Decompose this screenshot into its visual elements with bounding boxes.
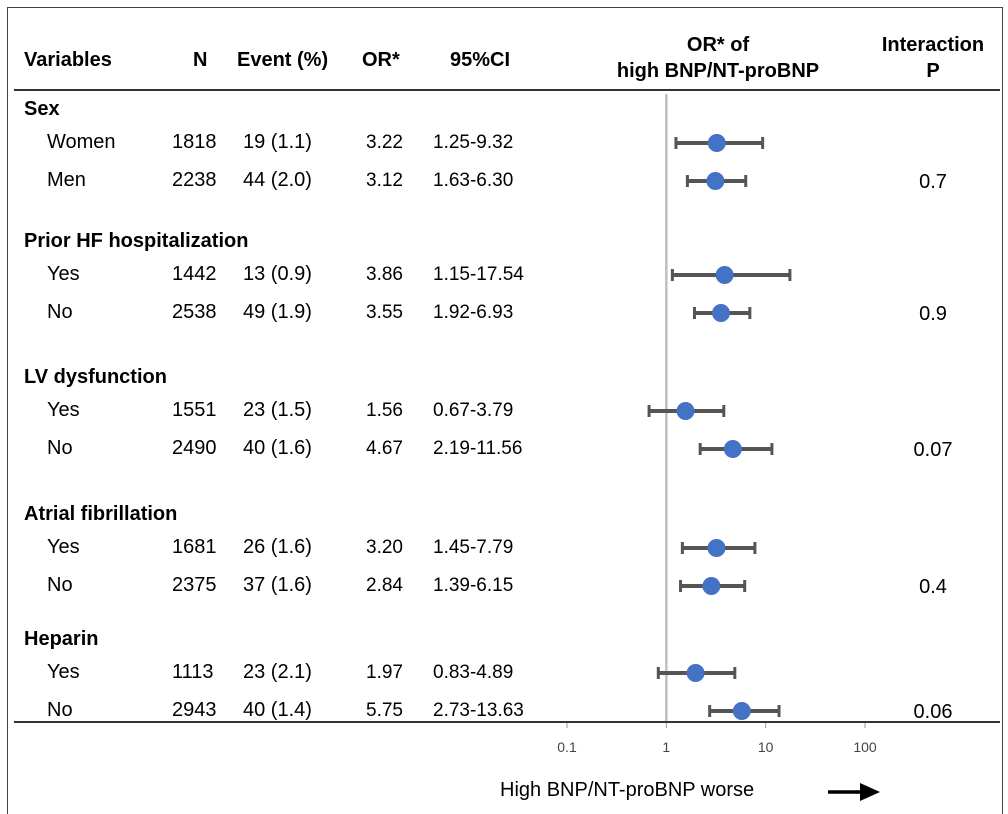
or-point [711, 304, 730, 322]
group-label: Atrial fibrillation [24, 503, 178, 525]
or-point [706, 172, 725, 190]
header-event: Event (%) [237, 49, 329, 71]
header-variables: Variables [24, 49, 112, 71]
group-label: Prior HF hospitalization [24, 230, 249, 252]
row-n: 1442 [172, 263, 217, 285]
header-interaction-line2: P [926, 60, 940, 82]
row-or: 3.86 [366, 264, 403, 285]
row-n: 1818 [172, 131, 217, 153]
row-n: 1113 [172, 661, 214, 683]
row-ci: 1.45-7.79 [433, 537, 514, 558]
row-n: 2375 [172, 574, 217, 596]
bottom-rule [14, 721, 1000, 723]
row-event: 44 (2.0) [243, 169, 312, 191]
row-name: No [47, 699, 73, 721]
row-n: 2490 [172, 437, 217, 459]
interaction-p: 0.4 [919, 576, 947, 598]
row-or: 3.22 [366, 132, 403, 153]
row-n: 2238 [172, 169, 217, 191]
or-point [676, 402, 695, 420]
x-tick-label: 1 [662, 739, 670, 755]
row-ci: 1.92-6.93 [433, 302, 514, 323]
x-tick-label: 0.1 [557, 739, 577, 755]
row-ci: 0.67-3.79 [433, 400, 514, 421]
group-label: LV dysfunction [24, 366, 167, 388]
or-point [715, 266, 734, 284]
or-point [707, 539, 726, 557]
or-point [732, 702, 751, 720]
interaction-p: 0.06 [913, 701, 953, 723]
header-plot-line1: OR* of [686, 34, 750, 56]
row-event: 40 (1.6) [243, 437, 312, 459]
row-ci: 2.73-13.63 [433, 700, 524, 721]
or-point [707, 134, 726, 152]
row-n: 2538 [172, 301, 217, 323]
group-label: Heparin [24, 628, 99, 650]
row-name: Men [47, 169, 86, 191]
row-ci: 0.83-4.89 [433, 662, 514, 683]
header-rule [14, 89, 1000, 91]
header-ci: 95%CI [450, 49, 511, 71]
row-n: 1551 [172, 399, 217, 421]
row-or: 2.84 [366, 575, 403, 596]
arrow-right-icon [828, 783, 880, 801]
row-or: 3.12 [366, 170, 403, 191]
row-ci: 1.39-6.15 [433, 575, 514, 596]
row-name: Women [47, 131, 116, 153]
header-or: OR* [362, 49, 400, 71]
row-event: 26 (1.6) [243, 536, 312, 558]
row-name: No [47, 574, 73, 596]
row-ci: 1.63-6.30 [433, 170, 514, 191]
or-point [686, 664, 705, 682]
row-or: 3.20 [366, 537, 403, 558]
row-ci: 2.19-11.56 [433, 438, 523, 459]
interaction-p: 0.07 [913, 439, 953, 461]
row-or: 1.56 [366, 400, 403, 421]
row-event: 13 (0.9) [243, 263, 312, 285]
figure-frame [7, 7, 1003, 814]
row-or: 4.67 [366, 438, 403, 459]
row-ci: 1.25-9.32 [433, 132, 514, 153]
header-plot-line2: high BNP/NT-proBNP [616, 60, 820, 82]
row-event: 49 (1.9) [243, 301, 312, 323]
row-name: No [47, 437, 73, 459]
x-tick-label: 10 [758, 739, 774, 755]
row-event: 37 (1.6) [243, 574, 312, 596]
or-point [723, 440, 742, 458]
or-point [702, 577, 721, 595]
row-event: 40 (1.4) [243, 699, 312, 721]
interaction-p: 0.9 [919, 303, 947, 325]
group-label: Sex [24, 98, 60, 120]
header-n: N [193, 49, 208, 71]
row-name: Yes [47, 263, 80, 285]
row-name: Yes [47, 661, 80, 683]
row-n: 1681 [172, 536, 217, 558]
row-or: 1.97 [366, 662, 403, 683]
row-ci: 1.15-17.54 [433, 264, 524, 285]
row-event: 19 (1.1) [243, 131, 312, 153]
x-tick-label: 100 [853, 739, 877, 755]
row-name: No [47, 301, 73, 323]
row-n: 2943 [172, 699, 217, 721]
row-or: 3.55 [366, 302, 403, 323]
row-name: Yes [47, 536, 80, 558]
row-event: 23 (1.5) [243, 399, 312, 421]
x-axis-label: High BNP/NT-proBNP worse [500, 779, 755, 801]
interaction-p: 0.7 [919, 171, 947, 193]
row-or: 5.75 [366, 700, 403, 721]
header-interaction-line1: Interaction [881, 34, 985, 56]
row-name: Yes [47, 399, 80, 421]
row-event: 23 (2.1) [243, 661, 312, 683]
